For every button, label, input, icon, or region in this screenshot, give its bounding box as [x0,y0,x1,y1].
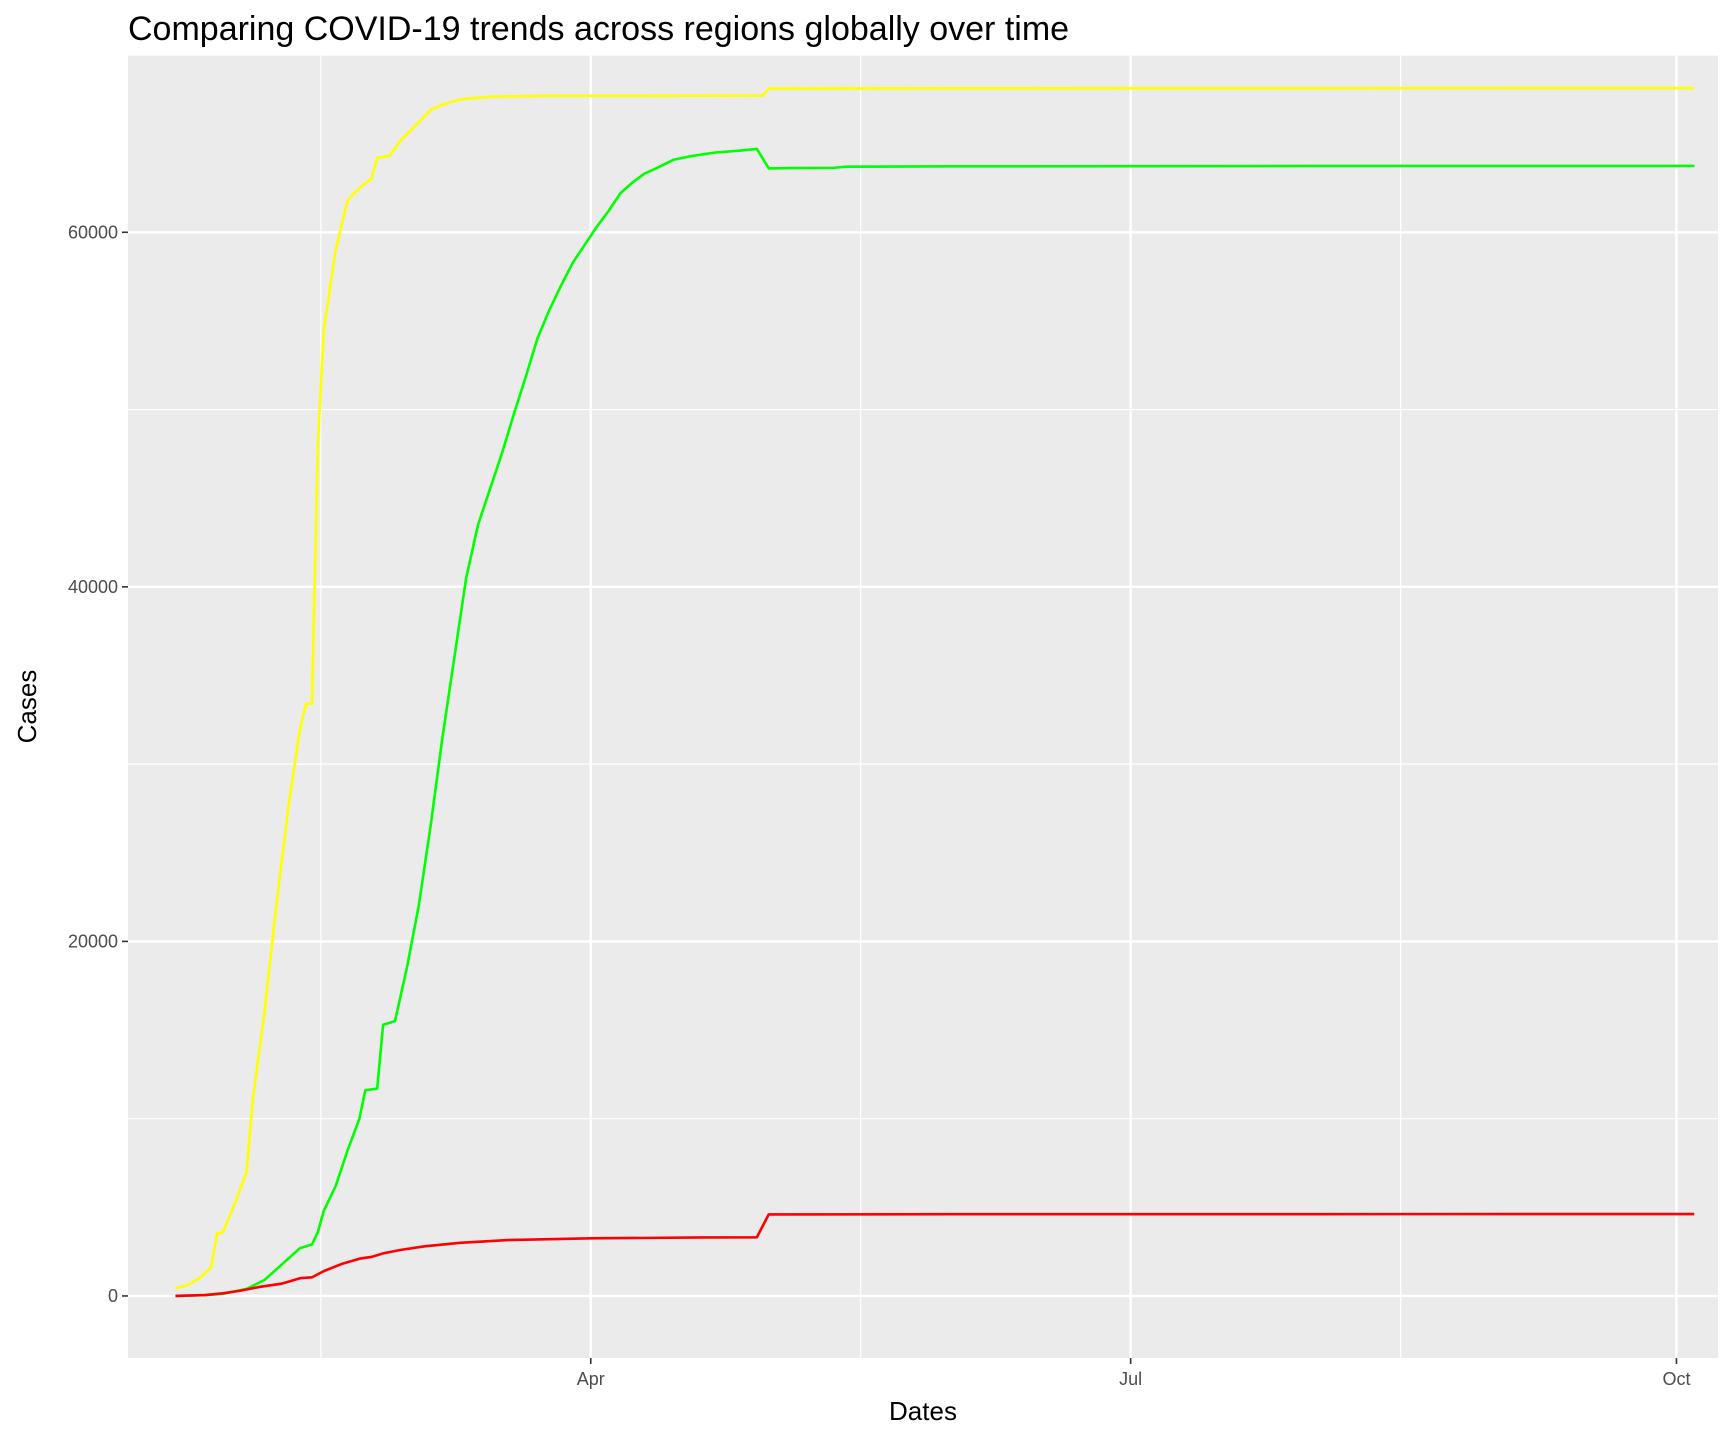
major-gridlines [128,55,1718,1358]
x-axis-title: Dates [889,1396,957,1426]
chart-title: Comparing COVID-19 trends across regions… [128,10,1070,48]
series-line-2 [175,147,1695,1298]
x-axis: Apr Jul Oct [577,1358,1690,1389]
x-tick-label: Jul [1119,1369,1142,1389]
y-tick-label: 20000 [68,931,118,951]
series-line-1 [175,86,1695,1290]
y-tick-label: 60000 [68,222,118,242]
minor-gridlines [128,54,1718,1358]
y-tick-label: 0 [108,1286,118,1306]
series-lines [175,86,1695,1298]
plot-background [128,55,1718,1358]
y-axis-title: Cases [12,670,42,744]
y-axis: 0 20000 40000 60000 [68,222,128,1306]
series-line-3 [175,1212,1695,1298]
x-tick-label: Oct [1662,1369,1690,1389]
y-tick-label: 40000 [68,577,118,597]
x-tick-label: Apr [577,1369,605,1389]
